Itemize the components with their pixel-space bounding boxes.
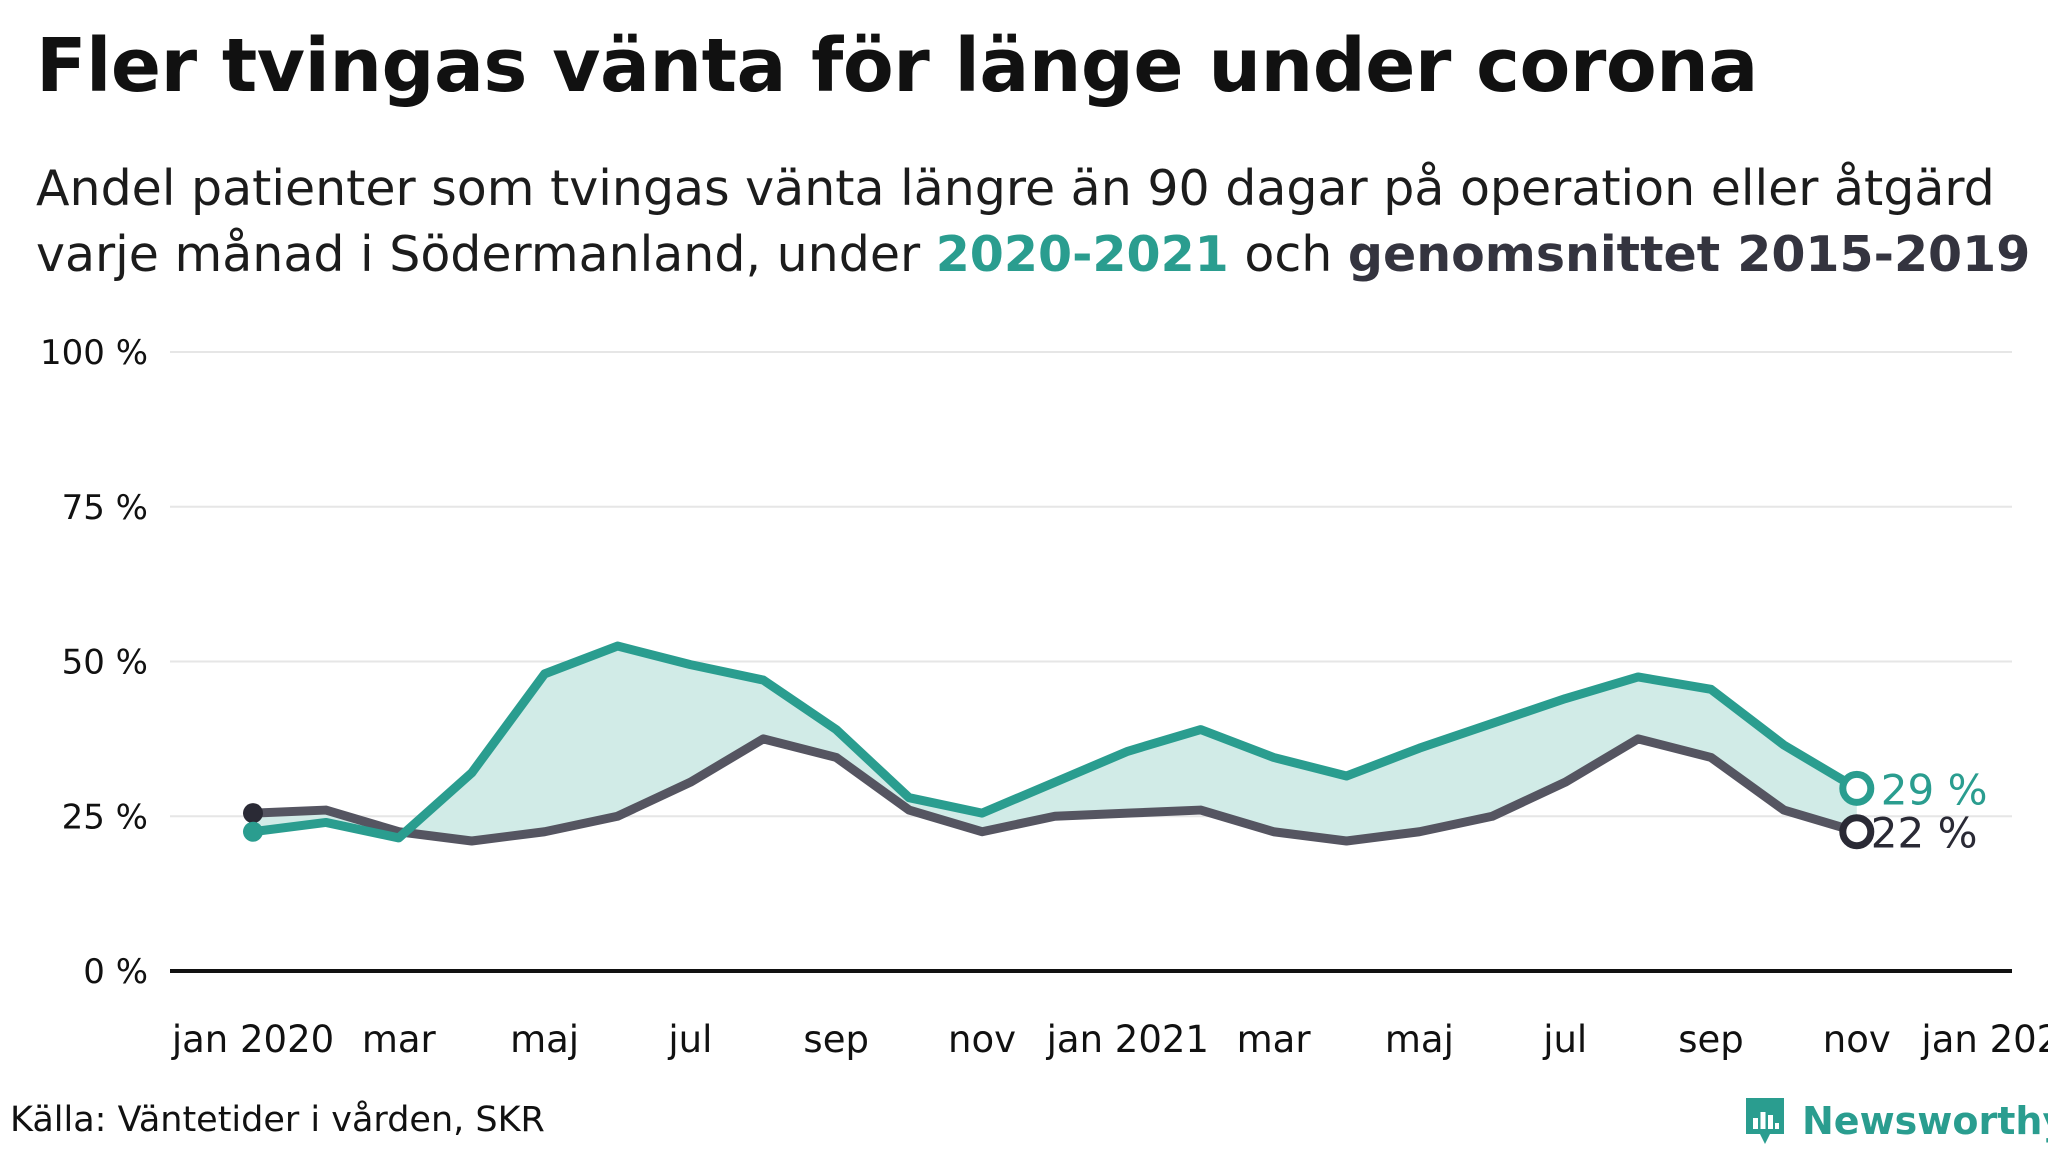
series-markers: 29 %22 % — [243, 765, 1988, 858]
end-label-current: 29 % — [1881, 765, 1988, 814]
line-chart: 0 % 25 % 50 % 75 % 100 % jan 2020 mar maj jul se… — [40, 333, 2048, 1061]
subtitle-prefix: varje månad i Södermanland, under — [36, 226, 936, 283]
y-tick-label: 100 % — [40, 333, 148, 373]
x-axis-ticks: jan 2020 mar maj jul sep nov jan 2021 mar maj jul… — [171, 1018, 2048, 1061]
series-line-current — [248, 641, 1862, 843]
x-tick-label: nov — [948, 1018, 1016, 1061]
x-tick-label: jan 2020 — [171, 1018, 334, 1061]
subtitle-line-1: Andel patienter som tvingas vänta längre… — [36, 160, 1995, 217]
start-marker-current — [243, 821, 263, 842]
subtitle-connector: och — [1228, 226, 1348, 283]
x-tick-label: maj — [1385, 1018, 1454, 1061]
y-axis-ticks: 0 % 25 % 50 % 75 % 100 % — [40, 333, 148, 992]
x-tick-label: jul — [667, 1018, 712, 1061]
y-tick-label: 75 % — [62, 488, 148, 528]
brand-name: Newsworthy — [1802, 1099, 2048, 1143]
end-label-average: 22 % — [1871, 809, 1978, 858]
subtitle-line-2: varje månad i Södermanland, under 2020-2… — [36, 222, 2030, 288]
y-tick-label: 25 % — [62, 797, 148, 837]
x-tick-label: sep — [803, 1018, 869, 1061]
series-line-average — [248, 734, 1862, 846]
chart-subtitle: Andel patienter som tvingas vänta längre… — [36, 156, 2030, 288]
start-marker-average — [243, 803, 263, 824]
newsworthy-logo-icon — [1746, 1098, 1784, 1144]
x-tick-label: jan 2022 — [1920, 1018, 2048, 1061]
x-tick-label: maj — [510, 1018, 579, 1061]
x-tick-label: jul — [1542, 1018, 1587, 1061]
difference-area — [253, 646, 1857, 842]
x-tick-label: jan 2021 — [1046, 1018, 1209, 1061]
end-marker-current — [1839, 770, 1875, 806]
y-tick-label: 0 % — [83, 952, 148, 992]
y-tick-label: 50 % — [62, 643, 148, 683]
x-tick-label: mar — [1237, 1018, 1312, 1061]
legend-current-label: 2020-2021 — [935, 226, 1229, 283]
legend-average-label: genomsnittet 2015-2019 — [1347, 226, 2031, 283]
newsworthy-brand: Newsworthy — [1742, 1094, 2048, 1148]
x-tick-label: sep — [1678, 1018, 1744, 1061]
x-tick-label: mar — [362, 1018, 437, 1061]
end-marker-average — [1839, 814, 1875, 850]
series-lines — [248, 641, 1862, 846]
x-tick-label: nov — [1823, 1018, 1891, 1061]
source-note: Källa: Väntetider i vården, SKR — [10, 1100, 545, 1140]
chart-title: Fler tvingas vänta för länge under coron… — [36, 23, 1758, 109]
